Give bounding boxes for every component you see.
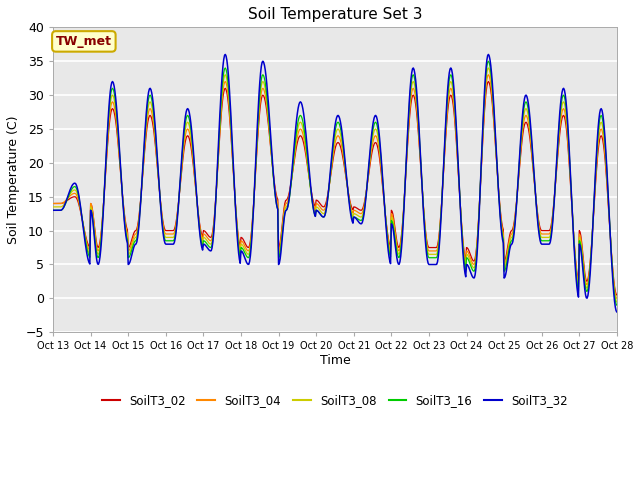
Legend: SoilT3_02, SoilT3_04, SoilT3_08, SoilT3_16, SoilT3_32: SoilT3_02, SoilT3_04, SoilT3_08, SoilT3_… bbox=[97, 389, 573, 412]
X-axis label: Time: Time bbox=[319, 354, 350, 367]
Text: TW_met: TW_met bbox=[56, 35, 112, 48]
Title: Soil Temperature Set 3: Soil Temperature Set 3 bbox=[248, 7, 422, 22]
Y-axis label: Soil Temperature (C): Soil Temperature (C) bbox=[7, 116, 20, 244]
